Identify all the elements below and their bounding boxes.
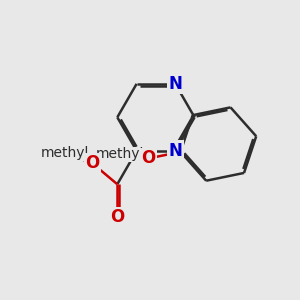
Text: N: N <box>168 75 182 93</box>
Text: O: O <box>85 154 99 172</box>
Text: methyl: methyl <box>41 146 89 160</box>
Text: N: N <box>168 142 182 160</box>
Text: O: O <box>110 208 124 226</box>
Text: methyl: methyl <box>95 147 144 161</box>
Text: O: O <box>141 149 155 167</box>
